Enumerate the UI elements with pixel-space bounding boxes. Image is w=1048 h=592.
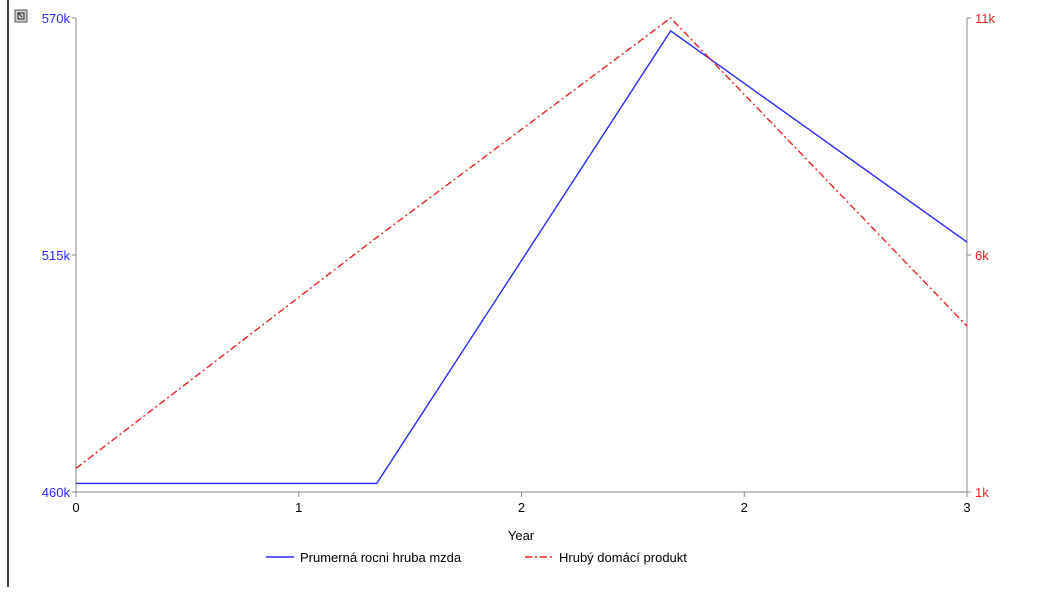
y-right-tick-label: 6k	[975, 248, 989, 263]
y-right-tick-label: 1k	[975, 485, 989, 500]
y-left-tick-label: 460k	[42, 485, 71, 500]
series-line-2	[75, 17, 968, 469]
x-tick-label: 2	[741, 500, 748, 515]
legend-label: Hrubý domácí produkt	[559, 550, 687, 565]
series-line-1	[76, 29, 968, 485]
x-axis-label: Year	[508, 528, 535, 543]
legend-label: Prumerná rocni hruba mzda	[300, 550, 462, 565]
y-left-tick-label: 515k	[42, 248, 71, 263]
x-tick-label: 2	[518, 500, 525, 515]
x-tick-label: 1	[295, 500, 302, 515]
expand-icon[interactable]	[14, 9, 28, 23]
y-right-tick-label: 11k	[975, 11, 995, 26]
y-left-tick-label: 570k	[42, 11, 71, 26]
x-tick-label: 3	[963, 500, 970, 515]
legend: Prumerná rocni hruba mzda Hrubý domácí pr…	[266, 550, 687, 565]
x-tick-label: 0	[72, 500, 79, 515]
